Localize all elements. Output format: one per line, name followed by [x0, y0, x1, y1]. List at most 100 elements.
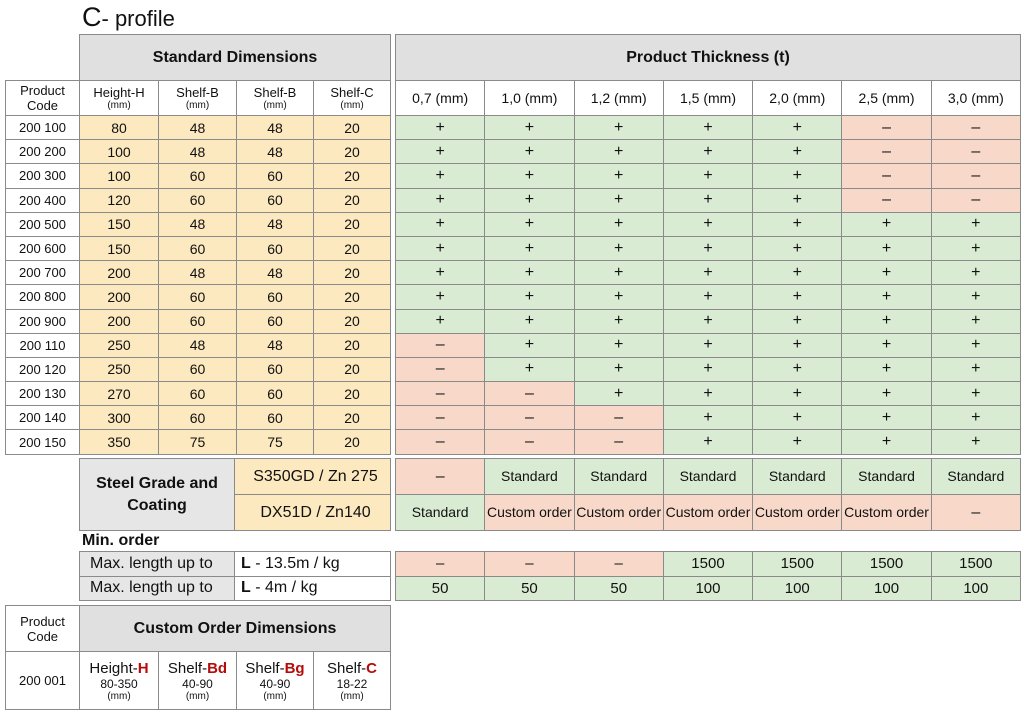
availability-cell: +	[662, 260, 754, 286]
custom-order-dimensions-header: Custom Order Dimensions	[78, 605, 392, 652]
availability-cell: +	[484, 163, 575, 189]
min-order-cell: 1500	[662, 551, 754, 577]
product-code: 200 300	[5, 163, 80, 189]
availability-row: + + + + + – –	[394, 114, 1022, 141]
dimension-value: 20	[312, 163, 392, 189]
dimension-value: 250	[79, 332, 159, 358]
thickness-column-header: 0,7 (mm)	[394, 80, 486, 116]
dimension-letter: C	[366, 659, 378, 677]
custom-dimension-label: Shelf-Bg	[238, 660, 313, 677]
dimension-value: 150	[79, 235, 159, 262]
min-order-cell: –	[394, 551, 486, 577]
steel-grade-cell: Standard	[752, 458, 843, 495]
steel-grade-cell: Standard	[484, 458, 575, 495]
availability-cell: +	[752, 429, 843, 455]
dimension-value: 60	[236, 235, 314, 262]
dimension-value: 75	[158, 429, 237, 455]
availability-cell: +	[573, 211, 664, 237]
table-row: 200 120 250 60 60 20	[5, 356, 392, 383]
custom-dimension-label: Shelf-C	[315, 659, 390, 677]
dimension-value: 48	[236, 114, 314, 141]
dimension-value: 20	[312, 139, 392, 165]
steel-grade-cell: Custom order	[841, 494, 932, 531]
availability-row: – – + + + + +	[394, 381, 1022, 407]
availability-cell: +	[573, 163, 664, 189]
min-order-cell: 100	[662, 575, 754, 601]
product-code: 200 500	[5, 211, 80, 237]
column-unit: (mm)	[185, 100, 210, 111]
availability-row: + + + + + + +	[394, 235, 1022, 262]
max-length-label: Max. length up to	[79, 551, 235, 577]
availability-cell: +	[573, 187, 664, 213]
availability-cell: +	[573, 284, 664, 310]
product-code: 200 700	[5, 260, 80, 286]
availability-cell: –	[394, 356, 486, 383]
steel-grade-cell: Custom order	[752, 494, 843, 531]
availability-cell: –	[484, 405, 575, 431]
availability-cell: +	[573, 235, 664, 262]
availability-cell: +	[930, 332, 1022, 358]
dimension-unit: (mm)	[263, 690, 287, 702]
dimension-value: 60	[158, 381, 237, 407]
availability-cell: –	[930, 163, 1022, 189]
dimension-value: 200	[79, 308, 159, 334]
availability-cell: +	[662, 429, 754, 455]
dimension-column-header: Shelf-B (mm)	[236, 80, 314, 116]
table-row: 200 140 300 60 60 20	[5, 405, 392, 431]
length-spec: - 13.5m / kg	[250, 554, 340, 572]
column-unit: (mm)	[107, 100, 131, 111]
availability-cell: +	[662, 308, 754, 334]
availability-cell: –	[841, 139, 932, 165]
standard-dimensions-table: Standard Dimensions Product Code Height-…	[5, 34, 392, 455]
dimension-value: 60	[158, 405, 237, 431]
dimension-value: 60	[236, 284, 314, 310]
availability-cell: +	[484, 187, 575, 213]
dimension-value: 300	[79, 405, 159, 431]
custom-dimension-label: Height-H	[81, 660, 158, 677]
availability-cell: +	[394, 211, 486, 237]
product-code-header: Product Code	[5, 80, 80, 116]
min-order-label: Min. order	[82, 532, 160, 549]
dimension-value: 60	[158, 163, 237, 189]
availability-cell: –	[484, 429, 575, 455]
product-code: 200 140	[5, 405, 80, 431]
dimension-value: 250	[79, 356, 159, 383]
availability-cell: +	[752, 356, 843, 383]
dimension-range: 40-90	[259, 676, 291, 691]
dimension-value: 48	[236, 260, 314, 286]
availability-cell: +	[752, 332, 843, 358]
steel-grade-cell: –	[930, 494, 1022, 531]
steel-grade-cell: Custom order	[573, 494, 664, 531]
availability-cell: +	[841, 260, 932, 286]
column-unit: (mm)	[263, 100, 287, 111]
steel-grade-cell: Standard	[930, 458, 1022, 495]
availability-row: – – – + + + +	[394, 405, 1022, 431]
availability-cell: –	[394, 332, 486, 358]
min-order-row: Max. length up to L - 4m / kg	[79, 575, 391, 601]
dimension-value: 20	[312, 260, 392, 286]
dimension-prefix: Shelf-	[167, 659, 208, 677]
table-row: 200 100 80 48 48 20	[5, 114, 392, 141]
availability-cell: +	[484, 332, 575, 358]
dimension-value: 60	[158, 284, 237, 310]
availability-cell: –	[841, 187, 932, 213]
min-order-cell: 100	[930, 575, 1022, 601]
dimension-value: 80	[79, 114, 159, 141]
dimension-value: 60	[236, 308, 314, 334]
availability-cell: +	[841, 429, 932, 455]
dimension-range: 80-350	[100, 676, 138, 691]
availability-cell: +	[484, 260, 575, 286]
min-order-cell: 50	[394, 575, 486, 601]
table-row: 200 130 270 60 60 20	[5, 381, 392, 407]
availability-cell: +	[752, 260, 843, 286]
max-length-label: Max. length up to	[79, 575, 235, 601]
min-order-values-table: – – –1500 1500 1500 1500 50 50 50 100 100 100 100	[394, 551, 1022, 601]
availability-cell: –	[573, 405, 664, 431]
column-label: Shelf-B	[176, 85, 219, 100]
min-order-cell: 1500	[752, 551, 843, 577]
availability-cell: +	[394, 284, 486, 310]
availability-cell: +	[573, 114, 664, 141]
dimension-range: 40-90	[182, 676, 213, 691]
table-row: 200 400 120 60 60 20	[5, 187, 392, 213]
availability-cell: +	[662, 381, 754, 407]
